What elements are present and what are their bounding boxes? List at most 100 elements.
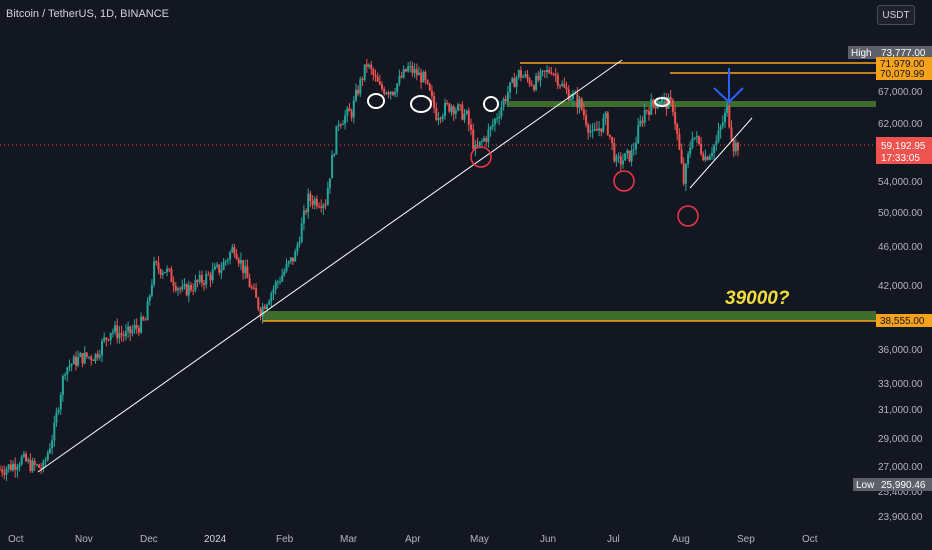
x-tick-label: May	[470, 534, 489, 545]
candle	[732, 138, 735, 158]
candle-body	[311, 201, 314, 205]
candle-body	[48, 448, 51, 453]
candle	[51, 434, 54, 455]
candle	[337, 120, 340, 131]
candle	[713, 143, 716, 161]
low-value-text: 25,990.46	[881, 480, 926, 491]
candle	[372, 67, 375, 81]
candle-body	[563, 83, 566, 88]
candle-body	[181, 286, 184, 290]
candle-body	[320, 206, 323, 208]
candle-body	[96, 353, 99, 358]
candle-body	[192, 290, 195, 292]
arrow-icon	[713, 68, 744, 104]
candle-body	[713, 145, 716, 154]
candle-body	[472, 129, 475, 149]
candle	[417, 66, 420, 76]
candle-body	[111, 331, 114, 333]
candle	[20, 454, 23, 466]
candle-body	[589, 131, 592, 133]
candle	[272, 285, 275, 300]
candle	[600, 128, 603, 137]
candle	[279, 276, 281, 285]
candle	[205, 270, 208, 289]
candle	[285, 258, 288, 273]
candle	[88, 356, 90, 360]
support-circle-aug	[677, 205, 699, 227]
candle	[537, 71, 540, 83]
candle-body	[704, 156, 707, 161]
candle	[439, 116, 442, 124]
candle	[389, 91, 392, 100]
candle-body	[27, 459, 30, 462]
candle-body	[339, 124, 342, 126]
candle	[409, 61, 412, 73]
candle	[476, 137, 479, 148]
candle	[628, 150, 631, 163]
candle-body	[209, 274, 212, 281]
candle	[459, 103, 462, 111]
candle-body	[242, 260, 245, 274]
candle-body	[88, 356, 90, 358]
candle	[307, 188, 310, 219]
candle-body	[44, 459, 47, 462]
candle	[498, 110, 501, 126]
candle	[181, 279, 184, 292]
candle-body	[530, 84, 533, 86]
candle-body	[728, 105, 731, 128]
candle-body	[168, 268, 171, 270]
symbol-title[interactable]: Bitcoin / TetherUS, 1D, BINANCE	[6, 8, 170, 20]
low-label-tag	[853, 478, 878, 491]
candle	[684, 162, 687, 191]
candle	[216, 262, 219, 269]
current-price-text: 59,192.95	[881, 141, 926, 152]
candle-body	[218, 264, 221, 273]
candle-body	[489, 126, 492, 130]
candle	[441, 113, 444, 122]
candle-body	[213, 266, 216, 270]
candle-body	[528, 78, 531, 85]
candle-body	[420, 72, 423, 83]
candle	[711, 146, 713, 160]
candle-body	[450, 106, 453, 112]
candle	[626, 148, 629, 159]
candle-body	[569, 98, 572, 101]
candle-body	[383, 88, 386, 94]
candle	[641, 116, 644, 127]
candle-body	[611, 136, 614, 144]
candle-body	[639, 120, 642, 126]
currency-button[interactable]: USDT	[877, 5, 915, 25]
candle-body	[606, 112, 609, 135]
candle	[678, 128, 681, 151]
candle	[674, 105, 677, 131]
candle	[155, 260, 158, 266]
candle	[357, 85, 360, 97]
candle	[691, 131, 694, 150]
candle	[565, 81, 568, 94]
candle	[602, 113, 605, 134]
candle	[385, 91, 388, 95]
candle-body	[671, 100, 674, 113]
candle-body	[94, 353, 97, 361]
candle-body	[250, 287, 253, 289]
candle	[719, 124, 722, 139]
current-price-tag	[876, 137, 932, 164]
candle	[613, 137, 616, 163]
candle	[315, 195, 318, 210]
candle-body	[246, 266, 249, 279]
candle	[250, 284, 253, 290]
candle	[454, 107, 457, 119]
candle	[161, 269, 164, 279]
candle	[522, 74, 525, 78]
candle-body	[298, 242, 301, 245]
candle-body	[407, 66, 410, 72]
candle	[246, 259, 249, 279]
candle	[131, 324, 134, 337]
candle	[643, 103, 646, 127]
candle-body	[376, 76, 379, 82]
candle-body	[674, 112, 677, 125]
candle	[496, 112, 499, 123]
candle	[294, 248, 297, 262]
candle	[361, 76, 364, 86]
